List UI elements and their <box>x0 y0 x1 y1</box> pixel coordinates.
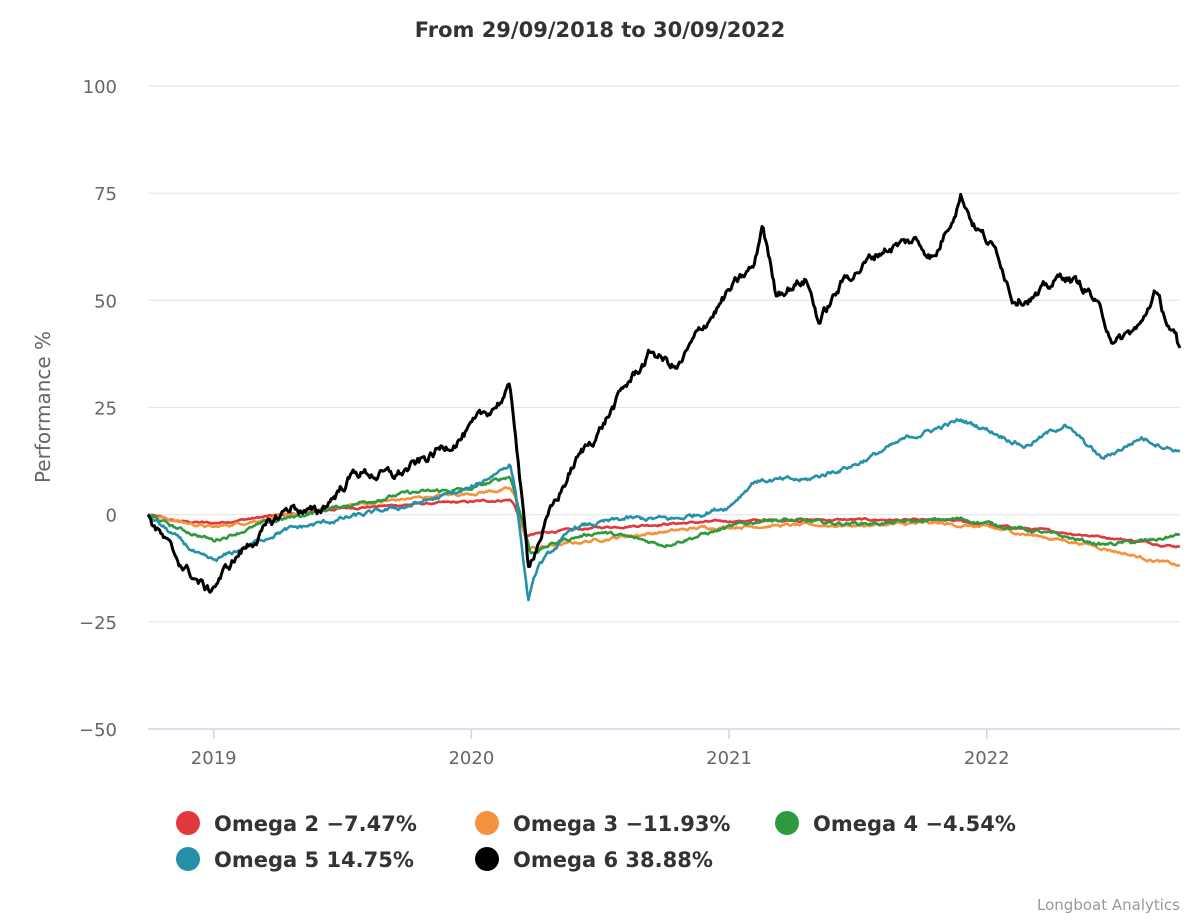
chart-credit[interactable]: Longboat Analytics <box>1037 896 1180 914</box>
legend-marker <box>176 811 200 835</box>
legend-marker <box>475 811 499 835</box>
x-tick-label: 2020 <box>448 748 494 769</box>
gridlines <box>148 85 1180 623</box>
legend-item-omega-4[interactable]: Omega 4 −4.54% <box>775 811 1016 836</box>
x-tick-label: 2021 <box>706 748 752 769</box>
y-tick-label: 75 <box>94 184 117 205</box>
y-tick-label: −50 <box>79 720 117 741</box>
y-tick-label: −25 <box>79 613 117 634</box>
legend-item-omega-2[interactable]: Omega 2 −7.47% <box>176 811 417 836</box>
series-line-omega-6[interactable] <box>146 192 1182 594</box>
legend-label: Omega 6 38.88% <box>513 848 713 872</box>
legend-marker <box>475 847 499 871</box>
legend-label: Omega 4 −4.54% <box>813 812 1016 836</box>
legend-item-omega-3[interactable]: Omega 3 −11.93% <box>475 811 730 836</box>
series-line-omega-2[interactable] <box>147 498 1181 549</box>
y-axis-title: Performance % <box>31 331 55 483</box>
legend-label: Omega 3 −11.93% <box>513 812 730 836</box>
y-tick-label: 100 <box>83 77 117 98</box>
axes: 100 75 50 25 0 −25 −50 2019 2020 2021 2022 <box>79 77 1180 769</box>
legend-marker <box>775 811 799 835</box>
y-tick-label: 25 <box>94 399 117 420</box>
series-line-omega-5[interactable] <box>147 418 1181 602</box>
x-tick-label: 2019 <box>191 748 237 769</box>
chart-title: From 29/09/2018 to 30/09/2022 <box>415 18 786 42</box>
legend: Omega 2 −7.47% Omega 3 −11.93% Omega 4 −4.… <box>176 811 1016 872</box>
legend-label: Omega 2 −7.47% <box>214 812 417 836</box>
series-lines <box>146 192 1182 602</box>
legend-item-omega-6[interactable]: Omega 6 38.88% <box>475 847 713 872</box>
legend-marker <box>176 847 200 871</box>
legend-item-omega-5[interactable]: Omega 5 14.75% <box>176 847 414 872</box>
y-tick-label: 0 <box>106 506 117 527</box>
y-tick-label: 50 <box>94 291 117 312</box>
legend-label: Omega 5 14.75% <box>214 848 414 872</box>
x-tick-label: 2022 <box>964 748 1010 769</box>
